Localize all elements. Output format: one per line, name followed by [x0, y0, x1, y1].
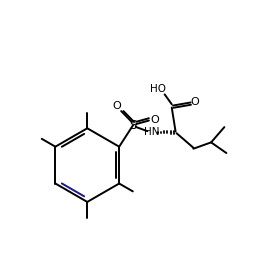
Text: HO: HO: [150, 84, 166, 94]
Text: O: O: [191, 98, 200, 107]
Text: HN: HN: [144, 127, 159, 137]
Text: O: O: [112, 101, 121, 110]
Text: S: S: [130, 119, 137, 132]
Text: O: O: [150, 115, 159, 124]
